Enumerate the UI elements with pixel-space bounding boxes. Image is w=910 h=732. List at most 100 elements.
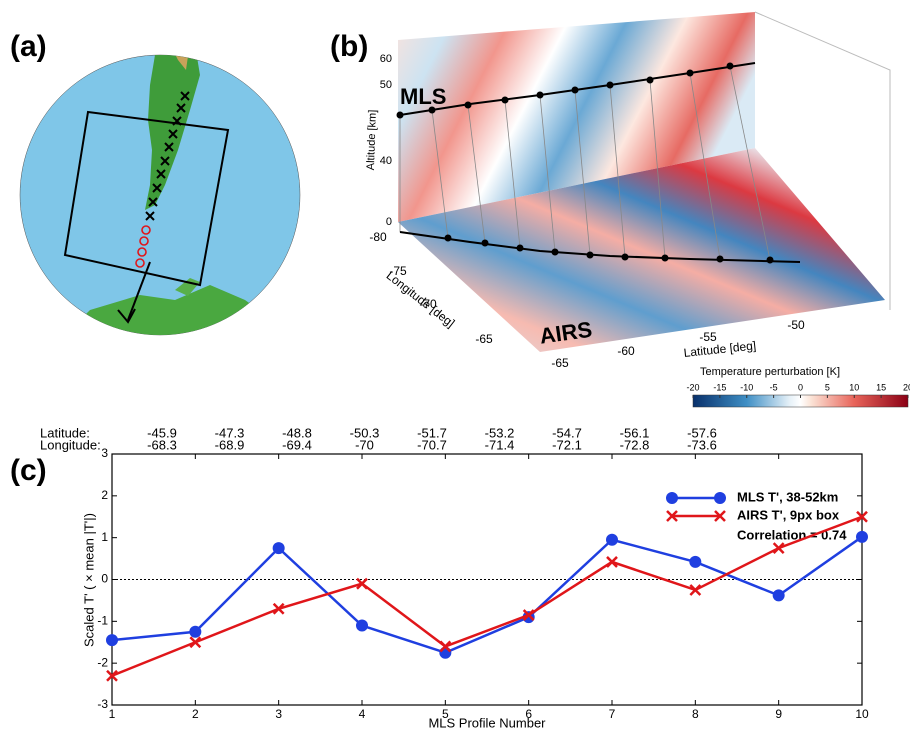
marker	[666, 492, 678, 504]
marker	[272, 602, 285, 615]
colorbar-tick-label: -5	[770, 382, 778, 392]
x-tick-label: 6	[525, 707, 532, 721]
airs-track	[399, 231, 801, 263]
legend-label: AIRS T', 9px box	[737, 507, 840, 522]
marker	[522, 609, 535, 621]
latitude-label: -51.7	[417, 425, 447, 440]
mls-curtain	[398, 12, 755, 222]
x-axis-label: MLS Profile Number	[428, 715, 546, 730]
y-tick-label: 1	[101, 530, 108, 544]
y-axis-label: Scaled T' ( × mean |T'|)	[81, 513, 96, 647]
y-tick-label: -3	[97, 697, 108, 711]
y-tick-label: 2	[101, 488, 108, 502]
profile-circles	[135, 225, 151, 268]
colorbar-tick-label: 20	[903, 382, 910, 392]
x-tick-label: -70	[419, 297, 437, 311]
marker	[606, 556, 618, 568]
x-tick-label: 3	[275, 707, 282, 721]
marker	[272, 542, 285, 555]
globe-panel: (a)	[10, 30, 301, 336]
longitude-label: -72.1	[552, 437, 582, 452]
marker	[689, 555, 702, 568]
x-tick-label: -75	[389, 264, 407, 278]
colorbar-tick-label: -10	[740, 382, 753, 392]
longitude-label: Longitude:	[40, 437, 101, 452]
colorbar-tick-label: 5	[825, 382, 830, 392]
marker	[356, 577, 368, 590]
latitude-label: Latitude:	[40, 425, 90, 440]
z-tick-label: 60	[380, 53, 392, 65]
marker	[106, 669, 118, 682]
series-line	[111, 515, 863, 677]
z-tick-label: 40	[380, 155, 392, 167]
longitude-label: -70	[355, 437, 374, 452]
profile-lines	[399, 65, 771, 261]
legend-label: MLS T', 38-52km	[737, 489, 838, 504]
x-tick-label: -80	[369, 230, 387, 244]
z-tick-label: 50	[380, 79, 392, 91]
longitude-label: -71.4	[485, 437, 515, 452]
colorbar-tick-label: 15	[876, 382, 886, 392]
latitude-label: -54.7	[552, 425, 582, 440]
y-tick-label: -55	[699, 330, 717, 344]
marker	[856, 510, 868, 523]
x-tick-label: 2	[192, 707, 199, 721]
track-dots	[396, 62, 774, 264]
colorbar-tick-label: -20	[686, 382, 699, 392]
colorbar-title: Temperature perturbation [K]	[700, 366, 840, 378]
latitude-label: -48.8	[282, 425, 312, 440]
marker	[439, 646, 452, 659]
marker	[714, 492, 726, 504]
line-chart: (c) MLS Profile Number Scaled T' ( × mea…	[10, 425, 869, 730]
y-tick-label: -60	[617, 344, 635, 358]
longitude-label: -73.6	[687, 437, 717, 452]
z-tick-label: 0	[386, 216, 392, 228]
latitude-label: -47.3	[215, 425, 245, 440]
marker	[856, 530, 868, 543]
z-axis-label: Altitude [km]	[365, 110, 379, 171]
longitude-label: -72.8	[620, 437, 650, 452]
x-tick-label: 1	[109, 707, 116, 721]
x-tick-label: 9	[775, 707, 782, 721]
marker	[189, 636, 202, 649]
y-axis-label: Latitude [deg]	[683, 338, 757, 360]
marker	[666, 510, 678, 522]
latitude-label: -53.2	[485, 425, 515, 440]
box-edge	[754, 11, 891, 310]
arrow	[127, 261, 151, 321]
longitude-label: -70.7	[417, 437, 447, 452]
profile-markers	[145, 91, 190, 221]
latitude-label: -57.6	[687, 425, 717, 440]
latitude-label: -45.9	[147, 425, 177, 440]
colorbar-tick-label: 10	[849, 382, 859, 392]
arrow-head	[117, 308, 136, 324]
x-tick-label: 10	[855, 707, 869, 721]
annotation: Correlation = 0.74	[737, 527, 847, 542]
marker	[714, 510, 726, 522]
x-tick-label: 4	[359, 707, 366, 721]
airs-floor	[398, 148, 885, 352]
y-tick-label: -1	[97, 614, 108, 628]
marker	[772, 589, 785, 602]
y-tick-label: -50	[787, 318, 805, 332]
y-tick-label: -2	[97, 655, 108, 669]
longitude-label: -69.4	[282, 437, 312, 452]
marker	[689, 584, 702, 596]
panel-label: (a)	[10, 30, 47, 63]
x-tick-label: 5	[442, 707, 449, 721]
marker	[606, 533, 618, 546]
latitude-label: -50.3	[350, 425, 380, 440]
marker	[439, 640, 452, 653]
marker	[106, 634, 118, 647]
colorbar-tick-label: 0	[798, 382, 803, 392]
x-tick-label: 8	[692, 707, 699, 721]
panel-label: (c)	[10, 454, 47, 487]
longitude-label: -68.3	[147, 437, 177, 452]
y-tick-label: 3	[101, 446, 108, 460]
x-tick-label: 7	[609, 707, 616, 721]
latitude-label: -56.1	[620, 425, 650, 440]
longitude-label: -68.9	[215, 437, 245, 452]
curtain-label: MLS	[400, 84, 446, 109]
marker	[189, 625, 202, 638]
